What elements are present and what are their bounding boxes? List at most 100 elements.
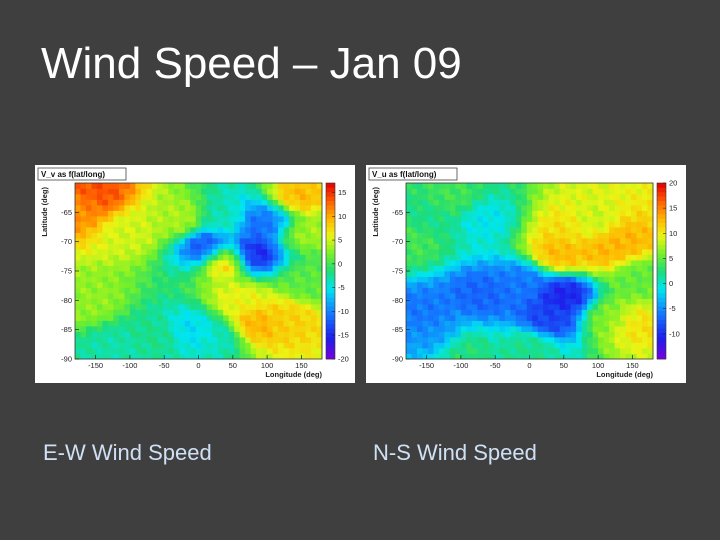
heatmap-cell [526, 276, 533, 283]
heatmap-cell [411, 326, 418, 332]
heatmap-cell [283, 276, 290, 283]
heatmap-cell [422, 210, 429, 217]
heatmap-cell [603, 271, 610, 277]
heatmap-cell [135, 353, 142, 360]
heatmap-cell [406, 260, 412, 266]
heatmap-cell [565, 205, 572, 211]
heatmap-cell [647, 287, 654, 294]
heatmap-cell [565, 271, 572, 277]
heatmap-cell [223, 298, 230, 305]
heatmap-cell [471, 337, 478, 343]
heatmap-cell [499, 342, 506, 349]
heatmap-cell [625, 265, 632, 272]
heatmap-cell [559, 293, 566, 299]
heatmap-cell [212, 232, 219, 239]
heatmap-cell [91, 320, 98, 327]
heatmap-cell [102, 194, 109, 200]
heatmap-cell [80, 348, 87, 354]
heatmap-cell [261, 227, 268, 233]
heatmap-cell [157, 326, 164, 332]
heatmap-cell [460, 238, 467, 244]
heatmap-cell [433, 216, 440, 222]
heatmap-cell [173, 309, 180, 316]
heatmap-cell [438, 331, 445, 338]
heatmap-cell [416, 243, 423, 250]
heatmap-cell [278, 282, 284, 288]
heatmap-cell [642, 287, 648, 294]
heatmap-cell [614, 254, 621, 261]
heatmap-cell [267, 326, 273, 332]
heatmap-cell [195, 337, 202, 343]
heatmap-cell [228, 199, 235, 206]
heatmap-cell [239, 309, 246, 316]
heatmap-cell [482, 315, 489, 321]
heatmap-cell [223, 205, 230, 211]
heatmap-cell [614, 326, 621, 332]
heatmap-cell [278, 320, 284, 327]
heatmap-cell [228, 188, 235, 195]
heatmap-cell [576, 238, 583, 244]
heatmap-cell [570, 337, 577, 343]
heatmap-cell [223, 221, 230, 228]
heatmap-cell [543, 199, 550, 206]
heatmap-cell [129, 326, 136, 332]
heatmap-cell [433, 221, 440, 228]
heatmap-cell [261, 320, 268, 327]
colorbar-band [326, 227, 335, 232]
heatmap-cell [129, 210, 136, 217]
heatmap-cell [471, 221, 478, 228]
heatmap-cell [631, 293, 637, 299]
heatmap-cell [587, 265, 594, 272]
heatmap-cell [102, 304, 109, 310]
heatmap-cell [631, 188, 637, 195]
heatmap-cell [422, 304, 429, 310]
heatmap-cell [504, 293, 511, 299]
heatmap-cell [554, 282, 561, 288]
heatmap-cell [135, 243, 142, 250]
heatmap-cell [96, 199, 103, 206]
heatmap-cell [620, 304, 626, 310]
heatmap-cell [212, 304, 219, 310]
heatmap-cell [278, 221, 284, 228]
heatmap-cell [135, 210, 142, 217]
heatmap-cell [267, 293, 273, 299]
heatmap-cell [587, 199, 594, 206]
heatmap-cell [609, 309, 615, 316]
heatmap-cell [140, 260, 147, 266]
heatmap-cell [316, 326, 323, 332]
heatmap-cell [581, 293, 588, 299]
heatmap-cell [91, 260, 98, 266]
heatmap-cell [250, 298, 257, 305]
heatmap-cell [305, 353, 312, 360]
heatmap-cell [124, 337, 131, 343]
heatmap-cell [85, 309, 92, 316]
heatmap-cell [559, 205, 566, 211]
heatmap-cell [504, 282, 511, 288]
heatmap-cell [548, 320, 555, 327]
heatmap-cell [438, 353, 445, 360]
heatmap-cell [118, 353, 125, 360]
heatmap-cell [129, 282, 136, 288]
heatmap-cell [526, 249, 533, 255]
heatmap-cell [261, 287, 268, 294]
heatmap-cell [267, 238, 273, 244]
heatmap-cell [162, 337, 169, 343]
heatmap-cell [581, 249, 588, 255]
heatmap-cell [406, 315, 412, 321]
heatmap-cell [493, 282, 500, 288]
heatmap-cell [625, 260, 632, 266]
heatmap-cell [80, 315, 87, 321]
heatmap-cell [499, 320, 506, 327]
heatmap-cell [592, 326, 599, 332]
heatmap-cell [515, 216, 522, 222]
heatmap-cell [201, 254, 208, 261]
heatmap-cell [124, 199, 131, 206]
heatmap-cell [278, 342, 284, 349]
heatmap-cell [554, 243, 561, 250]
heatmap-cell [162, 205, 169, 211]
heatmap-cell [311, 188, 317, 195]
heatmap-cell [135, 238, 142, 244]
heatmap-cell [201, 298, 208, 305]
heatmap-cell [477, 309, 484, 316]
heatmap-cell [261, 194, 268, 200]
